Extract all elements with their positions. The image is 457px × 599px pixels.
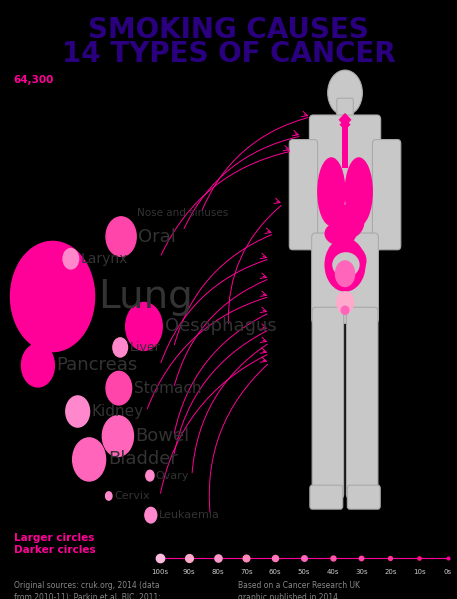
Text: 64,300: 64,300 [14,75,54,85]
Text: Original sources: cruk.org, 2014 (data
from 2010-11); Parkin et al, BJC, 2011;: Original sources: cruk.org, 2014 (data f… [14,581,160,599]
Text: Oral: Oral [138,228,176,246]
Ellipse shape [345,157,373,226]
Circle shape [328,70,362,116]
Ellipse shape [340,305,350,315]
Text: 10s: 10s [413,569,425,575]
Text: 50s: 50s [298,569,310,575]
Circle shape [106,217,136,256]
Circle shape [146,470,154,481]
FancyBboxPatch shape [310,485,343,509]
FancyBboxPatch shape [372,140,401,250]
Text: Stomach: Stomach [134,380,202,396]
FancyBboxPatch shape [309,115,381,250]
Ellipse shape [317,157,345,226]
Circle shape [11,241,95,352]
Text: Pancreas: Pancreas [57,356,138,374]
Ellipse shape [336,291,354,314]
Text: 14 TYPES OF CANCER: 14 TYPES OF CANCER [62,40,395,68]
Text: Larynx: Larynx [81,252,128,266]
FancyBboxPatch shape [312,307,344,498]
Ellipse shape [335,260,356,288]
Text: Lung: Lung [98,277,193,316]
Circle shape [106,492,112,500]
Text: 70s: 70s [240,569,253,575]
Circle shape [21,344,54,387]
Circle shape [126,302,162,350]
Circle shape [102,416,133,456]
Text: 100s: 100s [151,569,169,575]
Polygon shape [340,120,350,129]
Text: 20s: 20s [384,569,397,575]
Circle shape [63,249,79,269]
Text: SMOKING CAUSES: SMOKING CAUSES [88,16,369,44]
Text: 80s: 80s [211,569,224,575]
Text: Cervix: Cervix [114,491,150,501]
Text: 0s: 0s [444,569,452,575]
Circle shape [106,371,132,405]
Text: Based on a Cancer Research UK
graphic published in 2014: Based on a Cancer Research UK graphic pu… [238,581,360,599]
FancyBboxPatch shape [312,233,378,323]
Circle shape [73,438,106,481]
Ellipse shape [330,204,364,239]
Text: Ovary: Ovary [156,471,189,480]
Text: Darker circles: Darker circles [14,545,96,555]
Ellipse shape [332,252,360,277]
Text: Bladder: Bladder [108,450,178,468]
Text: Kidney: Kidney [92,404,144,419]
Circle shape [66,396,90,427]
Text: Liver: Liver [130,341,160,354]
FancyBboxPatch shape [347,485,380,509]
Circle shape [113,338,128,357]
Text: Larger circles: Larger circles [14,533,94,543]
Text: Bowel: Bowel [136,427,190,445]
Text: Nose and sinuses: Nose and sinuses [137,208,228,217]
Circle shape [145,507,157,523]
Ellipse shape [324,222,356,246]
FancyBboxPatch shape [289,140,318,250]
FancyBboxPatch shape [337,98,353,126]
Polygon shape [340,114,351,126]
Text: 30s: 30s [355,569,368,575]
Bar [342,120,348,168]
Text: 90s: 90s [182,569,195,575]
Text: 40s: 40s [326,569,339,575]
Ellipse shape [325,243,367,279]
FancyBboxPatch shape [346,307,378,498]
Text: Oesophagus: Oesophagus [165,317,277,335]
Text: 60s: 60s [269,569,282,575]
Text: Leukaemia: Leukaemia [159,510,220,520]
